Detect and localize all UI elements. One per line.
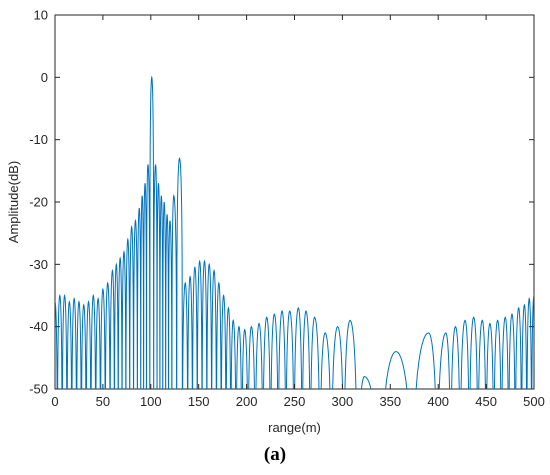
figure-caption: (a) <box>263 444 287 465</box>
y-tick-label: -30 <box>29 257 48 272</box>
x-tick-label: 100 <box>140 394 162 409</box>
amplitude-line <box>55 75 534 389</box>
y-tick-label: 0 <box>41 70 48 85</box>
series-layer <box>55 75 534 389</box>
x-tick-label: 450 <box>475 394 497 409</box>
x-tick-label: 50 <box>96 394 110 409</box>
x-axis: 0 50 100 150 200 250 300 350 400 450 500 <box>51 15 545 409</box>
x-tick-label: 200 <box>236 394 258 409</box>
y-tick-label: -40 <box>29 319 48 334</box>
y-tick-label: -10 <box>29 132 48 147</box>
y-axis-label: Amplitude(dB) <box>6 161 21 243</box>
chart: 0 50 100 150 200 250 300 350 400 450 500 100-10-20… <box>6 8 545 436</box>
x-tick-label: 150 <box>188 394 210 409</box>
plot-area <box>54 14 535 390</box>
x-tick-label: 400 <box>427 394 449 409</box>
y-tick-label: 10 <box>34 8 48 23</box>
x-tick-label: 250 <box>284 394 306 409</box>
y-axis: 10 0 -10 -20 -30 -40 -50 <box>29 8 534 397</box>
x-axis-label: range(m) <box>268 420 321 435</box>
x-tick-label: 300 <box>332 394 354 409</box>
x-tick-label: 350 <box>379 394 401 409</box>
x-tick-label: 500 <box>523 394 545 409</box>
y-tick-label: -20 <box>29 195 48 210</box>
x-tick-label: 0 <box>51 394 58 409</box>
y-tick-label: -50 <box>29 382 48 397</box>
